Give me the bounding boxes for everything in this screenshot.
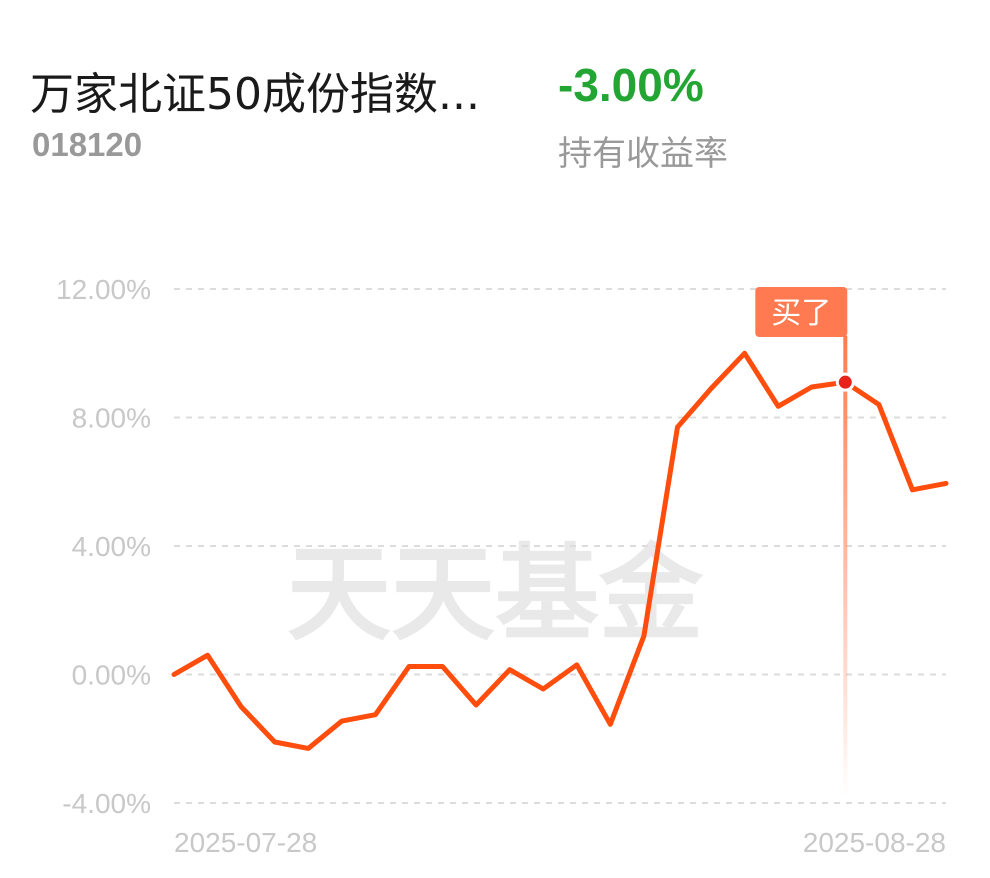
x-tick-label: 2025-07-28	[174, 827, 317, 858]
y-tick-label: -4.00%	[62, 788, 151, 819]
y-tick-label: 0.00%	[72, 660, 151, 691]
buy-marker-line	[843, 336, 848, 798]
buy-marker-tag	[755, 287, 848, 337]
buy-marker-label: 买了	[771, 296, 831, 331]
series-line	[171, 350, 949, 751]
y-tick-label: 12.00%	[56, 274, 151, 305]
y-tick-label: 4.00%	[72, 531, 151, 562]
y-tick-label: 8.00%	[72, 403, 151, 434]
x-tick-label: 2025-08-28	[803, 827, 946, 858]
holding-return-label: 持有收益率	[558, 134, 728, 174]
fund-name: 万家北证50成份指数...	[30, 69, 480, 120]
holding-return-value: -3.00%	[558, 59, 704, 111]
watermark-text: 天天基金	[287, 533, 704, 655]
buy-point	[835, 372, 855, 392]
fund-code: 018120	[32, 126, 143, 163]
